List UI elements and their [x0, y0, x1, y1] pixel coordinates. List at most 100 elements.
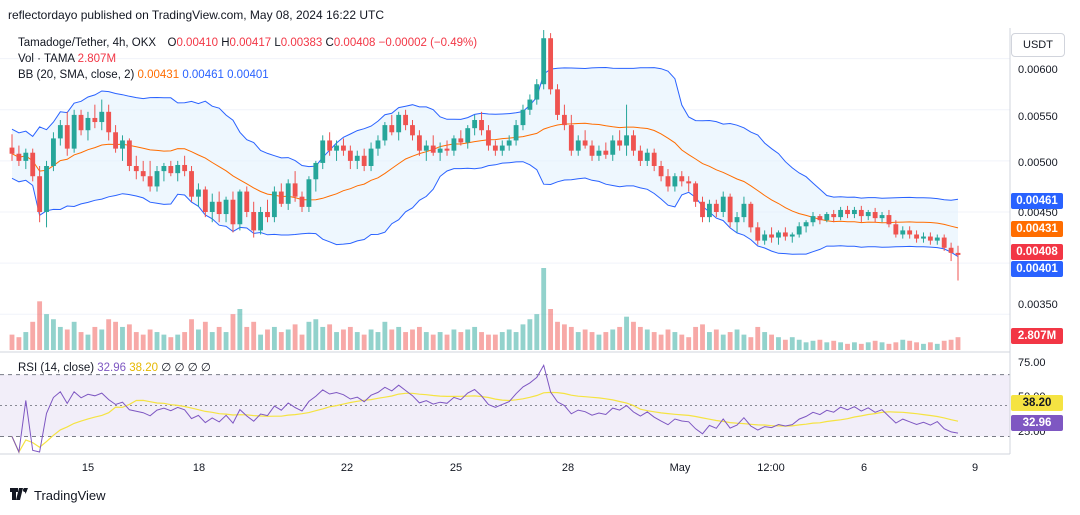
- time-tick-label: 28: [562, 462, 574, 474]
- candle-body: [955, 252, 961, 255]
- candle: [506, 135, 512, 151]
- volume-bar: [796, 339, 802, 350]
- volume-bar: [147, 329, 153, 350]
- candle: [748, 201, 754, 233]
- volume-bar: [9, 334, 15, 350]
- candle: [852, 206, 857, 219]
- candle: [51, 132, 56, 172]
- rsi-ma-badge: 38.20: [1011, 395, 1063, 411]
- footer-brand[interactable]: TradingView: [10, 488, 106, 503]
- candle: [126, 138, 132, 172]
- candle: [803, 220, 809, 233]
- volume-bar: [852, 342, 857, 350]
- volume-bar: [30, 321, 36, 350]
- volume-bar: [375, 332, 381, 350]
- candle: [817, 214, 823, 225]
- volume-legend[interactable]: Vol · TAMA 2.807M: [18, 53, 116, 65]
- candle-body: [921, 236, 926, 239]
- candle: [700, 196, 705, 223]
- volume-bar: [444, 334, 450, 350]
- symbol-title[interactable]: Tamadoge/Tether, 4h, OKX: [18, 37, 157, 49]
- candle-body: [472, 120, 478, 129]
- candle: [99, 99, 105, 131]
- volume-bar: [679, 334, 685, 350]
- candle: [437, 142, 443, 161]
- volume-bar: [292, 324, 298, 350]
- volume-bar: [506, 329, 512, 350]
- volume-bar: [451, 329, 457, 350]
- volume-bar: [596, 334, 602, 350]
- candle-body: [782, 232, 788, 237]
- volume-bar: [907, 340, 913, 350]
- candle: [845, 205, 850, 219]
- candle-body: [762, 234, 768, 241]
- candle-body: [85, 117, 91, 131]
- candle: [948, 242, 954, 262]
- candle: [64, 111, 70, 156]
- candle: [209, 193, 215, 223]
- candle: [396, 111, 402, 141]
- candle-body: [161, 166, 167, 172]
- candle: [810, 212, 816, 227]
- volume-bar: [658, 334, 664, 350]
- candle: [258, 206, 264, 235]
- volume-bar: [278, 332, 284, 350]
- candle: [789, 232, 795, 243]
- volume-bar: [838, 342, 844, 350]
- candle: [499, 140, 505, 156]
- volume-bar: [486, 334, 491, 350]
- candle: [679, 171, 685, 187]
- candle-body: [548, 38, 554, 90]
- volume-bar: [126, 324, 132, 350]
- candle: [776, 230, 781, 245]
- candle-body: [858, 209, 864, 217]
- candle: [313, 160, 319, 192]
- candle: [927, 232, 933, 245]
- time-tick-label: May: [670, 462, 691, 474]
- candle: [520, 104, 526, 131]
- candle: [133, 155, 139, 180]
- volume-bar: [886, 343, 892, 350]
- bb-label: BB (20, SMA, close, 2): [18, 69, 135, 81]
- volume-bar: [492, 334, 498, 350]
- candle-body: [78, 114, 84, 131]
- bollinger-band-fill: [12, 67, 958, 257]
- volume-bar: [948, 339, 954, 350]
- volume-bar: [520, 324, 526, 350]
- candle-body: [140, 171, 146, 177]
- candle-body: [202, 189, 208, 212]
- volume-bar: [396, 326, 402, 350]
- candle-body: [444, 148, 450, 151]
- time-tick-label: 12:00: [757, 462, 785, 474]
- candle-body: [375, 140, 381, 149]
- candle: [189, 166, 194, 202]
- candle-body: [99, 111, 105, 123]
- price-tick: 0.00350: [1018, 299, 1058, 311]
- volume-bar: [85, 334, 91, 350]
- volume-bar: [133, 332, 139, 350]
- bb-legend[interactable]: BB (20, SMA, close, 2) 0.00431 0.00461 0…: [18, 69, 269, 81]
- volume-bar: [748, 337, 754, 350]
- candle: [9, 134, 15, 161]
- candle-body: [706, 203, 712, 218]
- candle-body: [610, 140, 616, 155]
- volume-bar: [313, 319, 319, 350]
- volume-bar: [23, 332, 29, 350]
- currency-button[interactable]: USDT: [1011, 33, 1065, 57]
- candle-body: [479, 120, 484, 131]
- candle: [444, 140, 450, 156]
- candle-body: [603, 150, 609, 155]
- volume-bar: [189, 319, 194, 350]
- volume-bar: [223, 332, 229, 350]
- candle-body: [306, 179, 312, 207]
- candle: [182, 155, 188, 177]
- volume-bar: [341, 329, 346, 350]
- candle: [858, 205, 864, 223]
- rsi-legend[interactable]: RSI (14, close) 32.96 38.20 ∅ ∅ ∅ ∅: [18, 360, 211, 374]
- candle: [140, 160, 146, 182]
- volume-bar: [209, 332, 215, 350]
- volume-bar: [430, 334, 436, 350]
- candle: [375, 135, 381, 156]
- candle-body: [720, 196, 726, 212]
